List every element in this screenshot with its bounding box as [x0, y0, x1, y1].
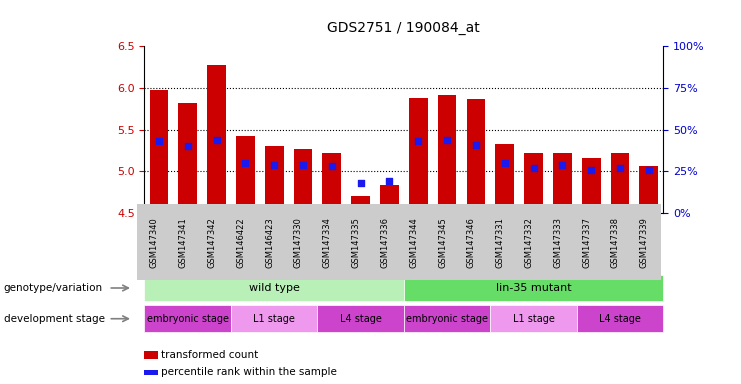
Point	[210, 137, 222, 143]
Bar	[322, 153, 341, 213]
Point	[643, 167, 655, 173]
Bar	[553, 153, 572, 213]
Bar	[265, 146, 284, 213]
Bar	[150, 90, 168, 213]
Text: development stage: development stage	[4, 314, 104, 324]
Bar	[409, 98, 428, 213]
Point	[412, 138, 424, 144]
Text: percentile rank within the sample: percentile rank within the sample	[161, 367, 336, 377]
Bar	[207, 65, 226, 213]
Bar	[351, 197, 370, 213]
Point	[182, 143, 193, 149]
Text: L4 stage: L4 stage	[339, 314, 382, 324]
Point	[239, 160, 251, 166]
Text: GSM147335: GSM147335	[352, 217, 361, 268]
Point	[297, 162, 309, 168]
Text: GSM146422: GSM146422	[236, 217, 245, 268]
Point	[528, 165, 539, 171]
Text: GSM147338: GSM147338	[611, 217, 620, 268]
Text: embryonic stage: embryonic stage	[406, 314, 488, 324]
Text: genotype/variation: genotype/variation	[4, 283, 103, 293]
Text: GSM147345: GSM147345	[438, 217, 447, 268]
Text: embryonic stage: embryonic stage	[147, 314, 229, 324]
Point	[153, 138, 165, 144]
Text: GSM147330: GSM147330	[294, 217, 303, 268]
Text: L1 stage: L1 stage	[253, 314, 295, 324]
Bar	[467, 99, 485, 213]
Point	[384, 178, 396, 184]
Text: GSM147333: GSM147333	[554, 217, 562, 268]
Text: GSM147344: GSM147344	[409, 217, 418, 268]
Bar	[495, 144, 514, 213]
Point	[441, 137, 453, 143]
Point	[268, 162, 280, 168]
Text: GSM147334: GSM147334	[323, 217, 332, 268]
Point	[499, 160, 511, 166]
Text: GSM147341: GSM147341	[179, 217, 187, 268]
Point	[585, 167, 597, 173]
Text: transformed count: transformed count	[161, 350, 258, 360]
Bar	[293, 149, 313, 213]
Point	[614, 165, 626, 171]
Text: GDS2751 / 190084_at: GDS2751 / 190084_at	[328, 21, 480, 35]
Bar	[380, 185, 399, 213]
Bar	[582, 158, 600, 213]
Text: GSM147337: GSM147337	[582, 217, 591, 268]
Text: L1 stage: L1 stage	[513, 314, 554, 324]
Text: GSM147340: GSM147340	[150, 217, 159, 268]
Bar	[524, 153, 543, 213]
Text: L4 stage: L4 stage	[599, 314, 641, 324]
Text: wild type: wild type	[249, 283, 299, 293]
Text: lin-35 mutant: lin-35 mutant	[496, 283, 571, 293]
Text: GSM147332: GSM147332	[525, 217, 534, 268]
Point	[556, 162, 568, 168]
Bar	[438, 95, 456, 213]
Point	[326, 163, 338, 169]
Point	[470, 142, 482, 148]
Text: GSM147331: GSM147331	[496, 217, 505, 268]
Bar	[179, 103, 197, 213]
Bar	[236, 136, 255, 213]
Text: GSM147342: GSM147342	[207, 217, 216, 268]
Text: GSM147339: GSM147339	[639, 217, 649, 268]
Point	[355, 180, 367, 186]
Text: GSM147336: GSM147336	[380, 217, 390, 268]
Bar	[611, 153, 629, 213]
Bar	[639, 166, 658, 213]
Text: GSM146423: GSM146423	[265, 217, 274, 268]
Text: GSM147346: GSM147346	[467, 217, 476, 268]
